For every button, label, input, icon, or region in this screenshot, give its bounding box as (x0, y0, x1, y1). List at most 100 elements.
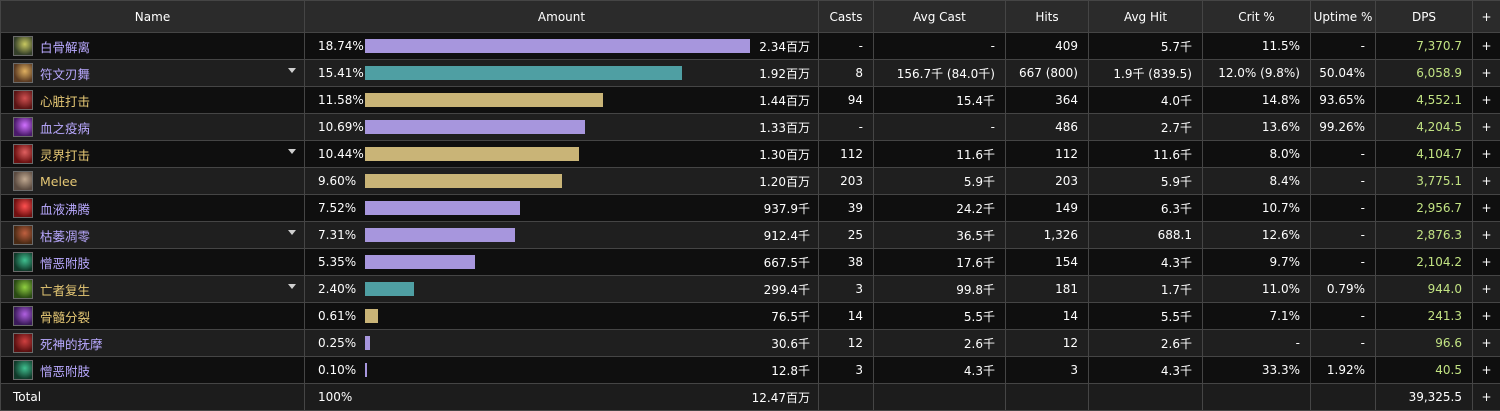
amount-bar-track (365, 66, 750, 80)
expand-row-button[interactable]: + (1473, 222, 1500, 249)
ability-name[interactable]: 血之疫病 (40, 118, 90, 137)
ability-name-cell[interactable]: 白骨解离 (1, 33, 305, 60)
dps-value: 4,552.1 (1376, 87, 1473, 114)
amount-value: 667.5千 (750, 254, 810, 271)
amount-bar (365, 66, 682, 80)
chevron-down-icon[interactable] (288, 230, 296, 235)
column-header-amount[interactable]: Amount (305, 1, 819, 33)
ability-name-cell[interactable]: 憎恶附肢 (1, 357, 305, 384)
total-expand-button[interactable]: + (1473, 384, 1500, 411)
avg-hit-value: 5.5千 (1089, 303, 1203, 330)
casts-value: 203 (819, 168, 874, 195)
ability-name-cell[interactable]: 灵界打击 (1, 141, 305, 168)
rune-blade-icon (13, 63, 33, 83)
dps-value: 3,775.1 (1376, 168, 1473, 195)
expand-row-button[interactable]: + (1473, 60, 1500, 87)
column-header-avg-cast[interactable]: Avg Cast (874, 1, 1006, 33)
expand-row-button[interactable]: + (1473, 303, 1500, 330)
ability-name-cell[interactable]: 憎恶附肢 (1, 249, 305, 276)
avg-cast-value: 11.6千 (874, 141, 1006, 168)
ability-name-cell[interactable]: 血之疫病 (1, 114, 305, 141)
expand-row-button[interactable]: + (1473, 33, 1500, 60)
expand-row-button[interactable]: + (1473, 141, 1500, 168)
ability-name-cell[interactable]: 枯萎凋零 (1, 222, 305, 249)
crit-value: 12.0% (9.8%) (1203, 60, 1311, 87)
add-column-button[interactable]: + (1473, 1, 1500, 33)
expand-row-button[interactable]: + (1473, 195, 1500, 222)
amount-bar (365, 228, 515, 242)
abomination-limb-icon (13, 360, 33, 380)
chevron-down-icon[interactable] (288, 284, 296, 289)
ability-name[interactable]: 死神的抚摩 (40, 334, 103, 353)
ability-name-cell[interactable]: 符文刃舞 (1, 60, 305, 87)
crit-value: 13.6% (1203, 114, 1311, 141)
avg-cast-value: 17.6千 (874, 249, 1006, 276)
ability-name[interactable]: 灵界打击 (40, 145, 90, 164)
amount-percent: 18.74% (318, 39, 358, 53)
ability-name-cell[interactable]: 死神的抚摩 (1, 330, 305, 357)
ability-name-cell[interactable]: 心脏打击 (1, 87, 305, 114)
amount-value: 1.20百万 (750, 173, 810, 190)
column-header-dps[interactable]: DPS (1376, 1, 1473, 33)
ability-name[interactable]: 心脏打击 (40, 91, 90, 110)
ability-name[interactable]: 白骨解离 (40, 37, 90, 56)
chevron-down-icon[interactable] (288, 149, 296, 154)
ability-name-cell[interactable]: 骨髓分裂 (1, 303, 305, 330)
melee-icon (13, 171, 33, 191)
ability-name-cell[interactable]: Melee (1, 168, 305, 195)
expand-row-button[interactable]: + (1473, 276, 1500, 303)
ability-name-cell[interactable]: 血液沸腾 (1, 195, 305, 222)
column-header-name[interactable]: Name (1, 1, 305, 33)
expand-row-button[interactable]: + (1473, 168, 1500, 195)
chevron-down-icon[interactable] (288, 68, 296, 73)
ability-name-cell[interactable]: 亡者复生 (1, 276, 305, 303)
expand-row-button[interactable]: + (1473, 114, 1500, 141)
expand-row-button[interactable]: + (1473, 87, 1500, 114)
ability-name[interactable]: 血液沸腾 (40, 199, 90, 218)
total-amount: 12.47百万 (750, 389, 810, 406)
amount-value: 912.4千 (750, 227, 810, 244)
amount-value: 2.34百万 (750, 38, 810, 55)
column-header-casts[interactable]: Casts (819, 1, 874, 33)
ability-name[interactable]: 符文刃舞 (40, 64, 90, 83)
avg-hit-value: 1.7千 (1089, 276, 1203, 303)
crit-value: 12.6% (1203, 222, 1311, 249)
column-header-hits[interactable]: Hits (1006, 1, 1089, 33)
expand-row-button[interactable]: + (1473, 249, 1500, 276)
ability-name[interactable]: 憎恶附肢 (40, 253, 90, 272)
hits-value: 14 (1006, 303, 1089, 330)
amount-bar (365, 39, 750, 53)
ability-name[interactable]: 枯萎凋零 (40, 226, 90, 245)
column-header-avg-hit[interactable]: Avg Hit (1089, 1, 1203, 33)
ability-name[interactable]: 亡者复生 (40, 280, 90, 299)
casts-value: - (819, 33, 874, 60)
column-header-crit[interactable]: Crit % (1203, 1, 1311, 33)
ability-name[interactable]: Melee (40, 174, 77, 189)
ability-name[interactable]: 憎恶附肢 (40, 361, 90, 380)
abomination-limb-icon (13, 252, 33, 272)
casts-value: 12 (819, 330, 874, 357)
column-header-uptime[interactable]: Uptime % (1311, 1, 1376, 33)
ability-name[interactable]: 骨髓分裂 (40, 307, 90, 326)
expand-row-button[interactable]: + (1473, 357, 1500, 384)
uptime-value: 50.04% (1311, 60, 1376, 87)
amount-bar-track (365, 255, 750, 269)
avg-cast-value: 156.7千 (84.0千) (874, 60, 1006, 87)
bone-spike-icon (13, 36, 33, 56)
amount-percent: 0.25% (318, 336, 358, 350)
expand-row-button[interactable]: + (1473, 330, 1500, 357)
